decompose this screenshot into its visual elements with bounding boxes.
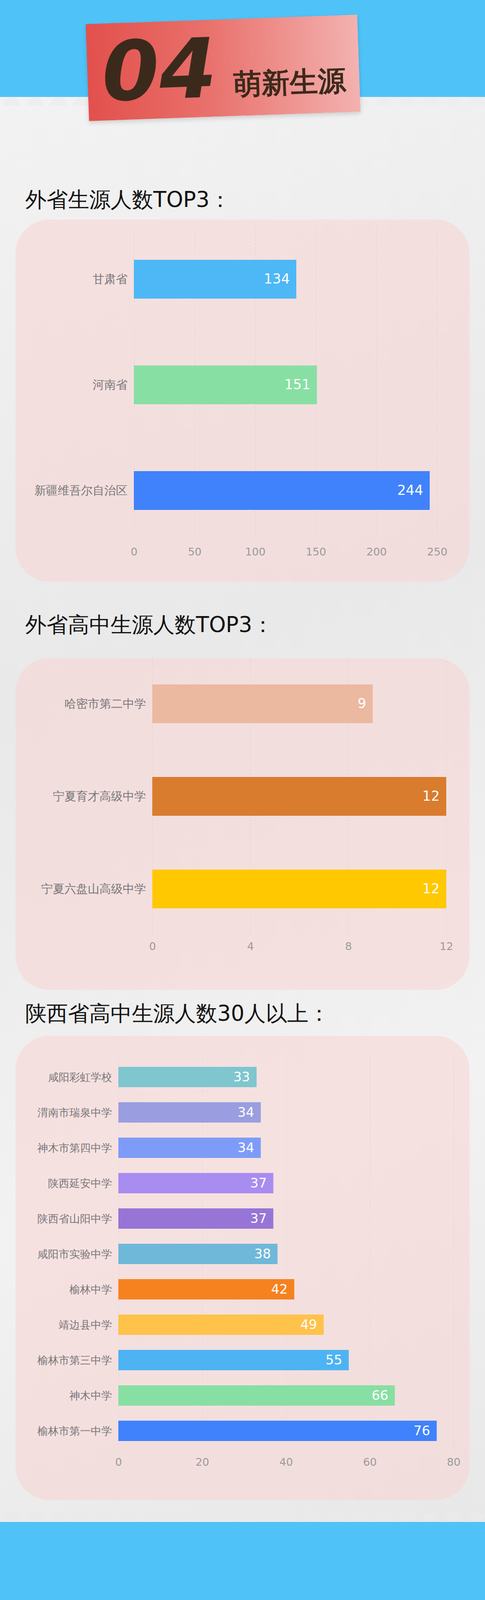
svg-text:宁夏六盘山高级中学: 宁夏六盘山高级中学 bbox=[41, 882, 146, 897]
svg-text:0: 0 bbox=[149, 940, 157, 954]
svg-text:神木市第四中学: 神木市第四中学 bbox=[37, 1142, 113, 1155]
html-text:萌新生源: 萌新生源 bbox=[232, 64, 347, 102]
svg-text:49: 49 bbox=[300, 1317, 317, 1333]
svg-text:60: 60 bbox=[363, 1456, 377, 1470]
svg-text:250: 250 bbox=[427, 546, 448, 559]
svg-text:34: 34 bbox=[237, 1140, 255, 1156]
svg-text:151: 151 bbox=[284, 376, 311, 393]
svg-text:38: 38 bbox=[254, 1246, 271, 1262]
svg-text:37: 37 bbox=[250, 1176, 267, 1192]
svg-text:55: 55 bbox=[325, 1353, 342, 1369]
svg-text:渭南市瑞泉中学: 渭南市瑞泉中学 bbox=[37, 1107, 113, 1120]
svg-text:榆林市第三中学: 榆林市第三中学 bbox=[37, 1355, 113, 1368]
svg-text:榆林市第一中学: 榆林市第一中学 bbox=[37, 1425, 113, 1439]
svg-text:20: 20 bbox=[195, 1456, 210, 1470]
svg-text:12: 12 bbox=[439, 940, 454, 954]
html-text:陕西省高中生源人数30人以上：: 陕西省高中生源人数30人以上： bbox=[25, 1001, 330, 1027]
svg-text:40: 40 bbox=[279, 1456, 293, 1470]
html-text:外省生源人数TOP3：: 外省生源人数TOP3： bbox=[25, 187, 231, 212]
svg-text:榆林中学: 榆林中学 bbox=[69, 1284, 113, 1297]
svg-text:河南省: 河南省 bbox=[92, 378, 128, 392]
svg-text:陕西省山阳中学: 陕西省山阳中学 bbox=[37, 1213, 113, 1226]
svg-text:42: 42 bbox=[271, 1282, 288, 1298]
svg-text:0: 0 bbox=[115, 1456, 123, 1470]
svg-text:50: 50 bbox=[188, 546, 202, 559]
svg-text:0: 0 bbox=[130, 546, 138, 559]
svg-text:新疆维吾尔自治区: 新疆维吾尔自治区 bbox=[34, 484, 128, 498]
svg-text:200: 200 bbox=[366, 546, 388, 559]
svg-text:150: 150 bbox=[306, 546, 327, 559]
svg-text:12: 12 bbox=[422, 788, 440, 805]
svg-text:80: 80 bbox=[447, 1456, 461, 1470]
svg-text:靖边县中学: 靖边县中学 bbox=[58, 1319, 113, 1332]
svg-text:66: 66 bbox=[371, 1388, 388, 1404]
svg-text:哈密市第二中学: 哈密市第二中学 bbox=[64, 697, 146, 712]
svg-text:37: 37 bbox=[250, 1211, 267, 1227]
svg-text:34: 34 bbox=[237, 1105, 255, 1121]
svg-text:神木中学: 神木中学 bbox=[69, 1390, 113, 1403]
svg-text:9: 9 bbox=[357, 695, 367, 712]
svg-text:33: 33 bbox=[233, 1069, 250, 1085]
html-text:外省高中生源人数TOP3：: 外省高中生源人数TOP3： bbox=[25, 612, 274, 638]
svg-text:陕西延安中学: 陕西延安中学 bbox=[48, 1178, 113, 1191]
svg-text:8: 8 bbox=[345, 940, 353, 954]
html-text:04: 04 bbox=[100, 20, 219, 121]
svg-text:100: 100 bbox=[245, 546, 266, 559]
svg-text:咸阳彩虹学校: 咸阳彩虹学校 bbox=[48, 1071, 113, 1084]
svg-text:咸阳市实验中学: 咸阳市实验中学 bbox=[37, 1248, 113, 1261]
svg-text:宁夏育才高级中学: 宁夏育才高级中学 bbox=[52, 790, 146, 804]
svg-text:4: 4 bbox=[247, 940, 255, 954]
svg-text:甘肃省: 甘肃省 bbox=[92, 272, 128, 287]
svg-text:134: 134 bbox=[263, 271, 290, 288]
svg-text:244: 244 bbox=[397, 482, 423, 499]
svg-text:76: 76 bbox=[413, 1423, 431, 1439]
svg-text:12: 12 bbox=[422, 881, 440, 898]
